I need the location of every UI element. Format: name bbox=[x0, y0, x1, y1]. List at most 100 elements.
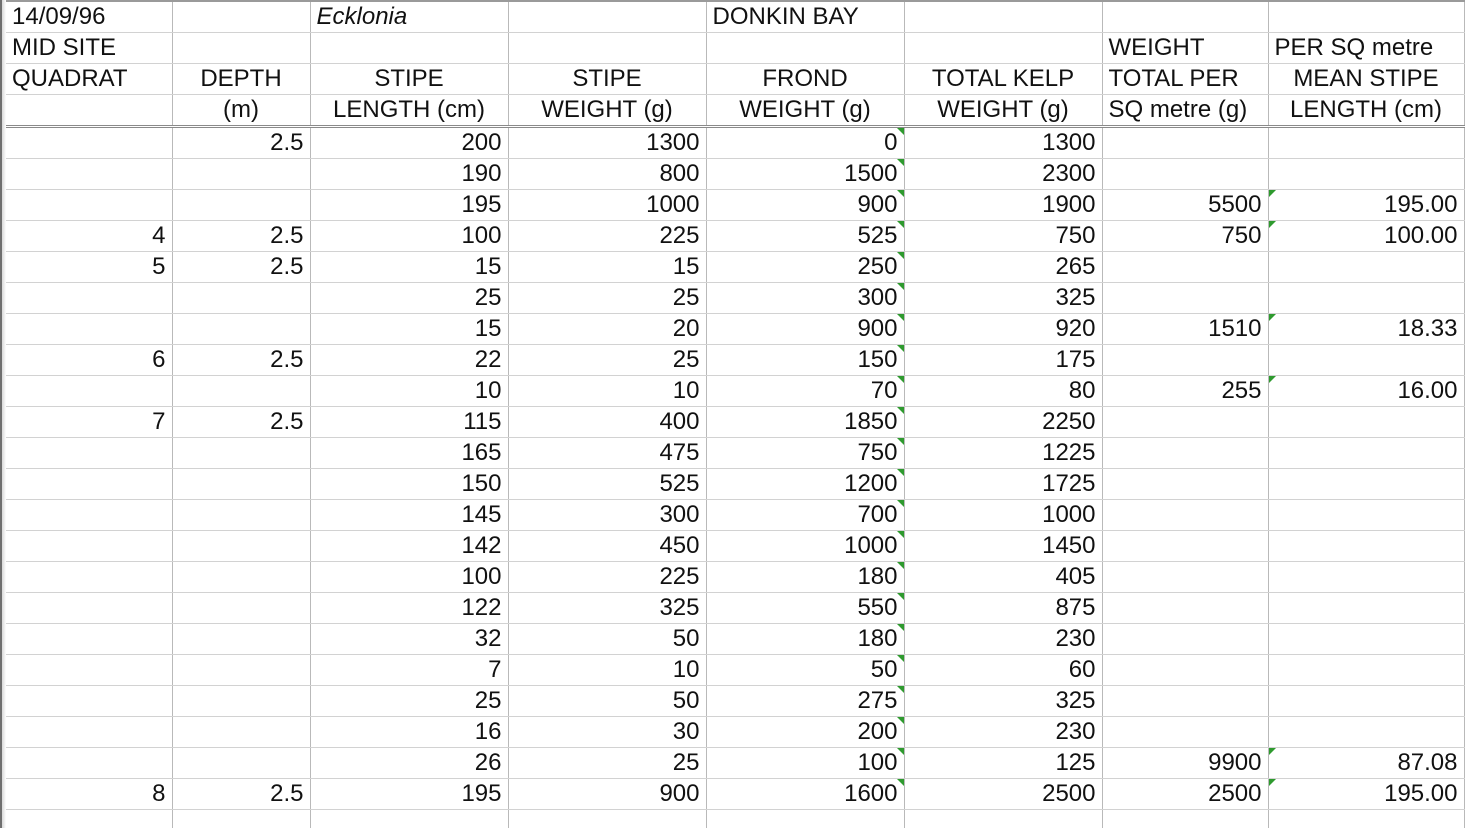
cell-stipe-length[interactable]: 25 bbox=[310, 282, 509, 314]
cell-mean-stipe-length[interactable] bbox=[1268, 654, 1465, 686]
cell-stipe-length[interactable]: 10 bbox=[310, 375, 509, 407]
cell-frond-weight[interactable]: 900 bbox=[706, 189, 905, 221]
cell-quadrat[interactable] bbox=[6, 623, 173, 655]
cell-stipe-length[interactable]: 190 bbox=[310, 158, 509, 190]
cell-quadrat[interactable] bbox=[6, 158, 173, 190]
header-cell-stipe-length[interactable]: Ecklonia bbox=[310, 0, 509, 33]
cell-depth[interactable] bbox=[172, 654, 311, 686]
cell-total-kelp-weight[interactable]: 125 bbox=[904, 747, 1103, 779]
header-cell-stipe-length[interactable]: LENGTH (cm) bbox=[310, 94, 509, 128]
cell-frond-weight[interactable]: 750 bbox=[706, 437, 905, 469]
cell-depth[interactable] bbox=[172, 623, 311, 655]
cell-stipe-length[interactable]: 122 bbox=[310, 592, 509, 624]
cell-quadrat[interactable] bbox=[6, 313, 173, 345]
cell-frond-weight[interactable]: 200 bbox=[706, 716, 905, 748]
cell-depth[interactable] bbox=[172, 747, 311, 779]
cell-total-kelp-weight[interactable]: 920 bbox=[904, 313, 1103, 345]
cell-quadrat[interactable] bbox=[6, 437, 173, 469]
cell-total-kelp-weight[interactable]: 1725 bbox=[904, 468, 1103, 500]
cell-mean-stipe-length[interactable] bbox=[1268, 499, 1465, 531]
header-cell-quadrat[interactable]: QUADRAT bbox=[6, 63, 173, 95]
cell-quadrat[interactable] bbox=[6, 592, 173, 624]
header-cell-total-per-sq-metre[interactable] bbox=[1102, 0, 1269, 33]
cell-mean-stipe-length[interactable] bbox=[1268, 406, 1465, 438]
cell-frond-weight[interactable]: 180 bbox=[706, 623, 905, 655]
header-cell-total-per-sq-metre[interactable]: WEIGHT bbox=[1102, 32, 1269, 64]
header-cell-frond-weight[interactable]: DONKIN BAY bbox=[706, 0, 905, 33]
cell-total-per-sq-metre[interactable] bbox=[1102, 499, 1269, 531]
cell-stipe-weight[interactable]: 10 bbox=[508, 375, 707, 407]
cell-total-per-sq-metre[interactable] bbox=[1102, 685, 1269, 717]
header-cell-stipe-weight[interactable] bbox=[508, 0, 707, 33]
cell-frond-weight[interactable]: 250 bbox=[706, 251, 905, 283]
header-cell-depth[interactable]: (m) bbox=[172, 94, 311, 128]
cell-depth[interactable] bbox=[172, 313, 311, 345]
cell-total-per-sq-metre[interactable] bbox=[1102, 654, 1269, 686]
header-cell-stipe-weight[interactable]: WEIGHT (g) bbox=[508, 94, 707, 128]
cell-mean-stipe-length[interactable] bbox=[1268, 623, 1465, 655]
cell-stipe-weight[interactable]: 1000 bbox=[508, 189, 707, 221]
cell-total-kelp-weight[interactable]: 1225 bbox=[904, 437, 1103, 469]
cell-mean-stipe-length[interactable] bbox=[1268, 158, 1465, 190]
cell-stipe-weight[interactable]: 25 bbox=[508, 344, 707, 376]
cell-mean-stipe-length[interactable] bbox=[1268, 685, 1465, 717]
cell-frond-weight[interactable] bbox=[706, 809, 905, 828]
header-cell-mean-stipe-length[interactable]: PER SQ metre bbox=[1268, 32, 1465, 64]
header-cell-total-kelp-weight[interactable]: TOTAL KELP bbox=[904, 63, 1103, 95]
cell-total-kelp-weight[interactable]: 175 bbox=[904, 344, 1103, 376]
cell-stipe-length[interactable]: 165 bbox=[310, 437, 509, 469]
cell-total-kelp-weight[interactable]: 1300 bbox=[904, 126, 1103, 159]
header-cell-mean-stipe-length[interactable]: LENGTH (cm) bbox=[1268, 94, 1465, 128]
header-cell-quadrat[interactable]: 14/09/96 bbox=[6, 0, 173, 33]
header-cell-total-per-sq-metre[interactable]: TOTAL PER bbox=[1102, 63, 1269, 95]
cell-stipe-weight[interactable]: 50 bbox=[508, 623, 707, 655]
cell-stipe-weight[interactable]: 400 bbox=[508, 406, 707, 438]
cell-stipe-weight[interactable]: 525 bbox=[508, 468, 707, 500]
cell-frond-weight[interactable]: 1500 bbox=[706, 158, 905, 190]
cell-total-kelp-weight[interactable]: 405 bbox=[904, 561, 1103, 593]
cell-stipe-weight[interactable]: 25 bbox=[508, 282, 707, 314]
cell-total-kelp-weight[interactable]: 875 bbox=[904, 592, 1103, 624]
cell-stipe-weight[interactable]: 10 bbox=[508, 654, 707, 686]
cell-quadrat[interactable] bbox=[6, 716, 173, 748]
cell-stipe-weight[interactable]: 50 bbox=[508, 685, 707, 717]
cell-total-per-sq-metre[interactable] bbox=[1102, 809, 1269, 828]
cell-depth[interactable]: 2.5 bbox=[172, 220, 311, 252]
cell-depth[interactable]: 2.5 bbox=[172, 406, 311, 438]
header-cell-total-kelp-weight[interactable] bbox=[904, 0, 1103, 33]
cell-mean-stipe-length[interactable] bbox=[1268, 592, 1465, 624]
cell-total-kelp-weight[interactable]: 230 bbox=[904, 716, 1103, 748]
cell-total-per-sq-metre[interactable] bbox=[1102, 158, 1269, 190]
header-cell-total-per-sq-metre[interactable]: SQ metre (g) bbox=[1102, 94, 1269, 128]
cell-quadrat[interactable] bbox=[6, 747, 173, 779]
cell-depth[interactable] bbox=[172, 375, 311, 407]
cell-total-kelp-weight[interactable]: 230 bbox=[904, 623, 1103, 655]
cell-quadrat[interactable]: 8 bbox=[6, 778, 173, 810]
header-cell-total-kelp-weight[interactable]: WEIGHT (g) bbox=[904, 94, 1103, 128]
cell-depth[interactable] bbox=[172, 437, 311, 469]
cell-stipe-length[interactable]: 22 bbox=[310, 344, 509, 376]
cell-frond-weight[interactable]: 0 bbox=[706, 126, 905, 159]
header-cell-quadrat[interactable]: MID SITE bbox=[6, 32, 173, 64]
cell-stipe-length[interactable]: 200 bbox=[310, 126, 509, 159]
cell-total-per-sq-metre[interactable]: 5500 bbox=[1102, 189, 1269, 221]
cell-total-kelp-weight[interactable]: 2500 bbox=[904, 778, 1103, 810]
cell-depth[interactable] bbox=[172, 189, 311, 221]
cell-stipe-weight[interactable]: 325 bbox=[508, 592, 707, 624]
cell-stipe-weight[interactable]: 300 bbox=[508, 499, 707, 531]
cell-quadrat[interactable] bbox=[6, 685, 173, 717]
cell-stipe-length[interactable]: 32 bbox=[310, 623, 509, 655]
cell-frond-weight[interactable]: 900 bbox=[706, 313, 905, 345]
cell-depth[interactable] bbox=[172, 809, 311, 828]
cell-frond-weight[interactable]: 70 bbox=[706, 375, 905, 407]
cell-mean-stipe-length[interactable]: 16.00 bbox=[1268, 375, 1465, 407]
cell-stipe-length[interactable]: 100 bbox=[310, 561, 509, 593]
cell-stipe-length[interactable]: 150 bbox=[310, 468, 509, 500]
cell-stipe-weight[interactable]: 30 bbox=[508, 716, 707, 748]
cell-mean-stipe-length[interactable] bbox=[1268, 251, 1465, 283]
cell-stipe-length[interactable] bbox=[310, 809, 509, 828]
cell-stipe-weight[interactable]: 450 bbox=[508, 530, 707, 562]
cell-depth[interactable] bbox=[172, 685, 311, 717]
cell-frond-weight[interactable]: 150 bbox=[706, 344, 905, 376]
cell-total-kelp-weight[interactable]: 750 bbox=[904, 220, 1103, 252]
